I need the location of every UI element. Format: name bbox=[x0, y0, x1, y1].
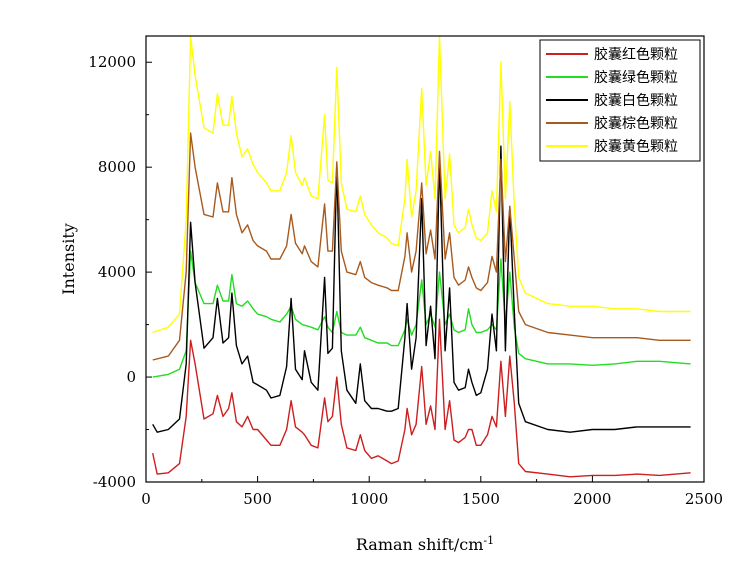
legend-label-2: 胶囊绿色颗粒 bbox=[594, 69, 678, 86]
series-line-1 bbox=[152, 318, 691, 478]
legend-label-3: 胶囊白色颗粒 bbox=[594, 92, 678, 109]
y-tick-label: -4000 bbox=[93, 473, 136, 491]
x-tick-label: 2500 bbox=[685, 490, 723, 508]
y-tick-label: 8000 bbox=[98, 158, 136, 176]
x-axis-label: Raman shift/cm-1 bbox=[356, 534, 494, 554]
x-axis-label-main: Raman shift/cm bbox=[356, 535, 484, 554]
y-tick-label: 12000 bbox=[88, 53, 136, 71]
legend-label-1: 胶囊红色颗粒 bbox=[594, 46, 678, 63]
y-tick-label: 4000 bbox=[98, 263, 136, 281]
series-line-3 bbox=[152, 145, 691, 433]
legend-label-5: 胶囊黄色颗粒 bbox=[594, 138, 678, 155]
x-tick-label: 0 bbox=[141, 490, 151, 508]
y-axis-label: Intensity bbox=[59, 223, 78, 295]
x-axis-label-superscript: -1 bbox=[483, 534, 494, 547]
y-tick-label: 0 bbox=[126, 368, 136, 386]
legend-label-4: 胶囊棕色颗粒 bbox=[594, 115, 678, 132]
series-layer bbox=[152, 36, 691, 478]
series-line-2 bbox=[152, 250, 691, 378]
x-tick-label: 1500 bbox=[462, 490, 500, 508]
x-tick-label: 2000 bbox=[573, 490, 611, 508]
series-line-4 bbox=[152, 132, 691, 361]
x-tick-label: 500 bbox=[243, 490, 272, 508]
x-tick-label: 1000 bbox=[350, 490, 388, 508]
series-line-5 bbox=[152, 36, 691, 334]
ticks-layer: 0 500 1000 1500 2000 2500 -4000 0 4000 8000 12000 bbox=[88, 53, 723, 508]
